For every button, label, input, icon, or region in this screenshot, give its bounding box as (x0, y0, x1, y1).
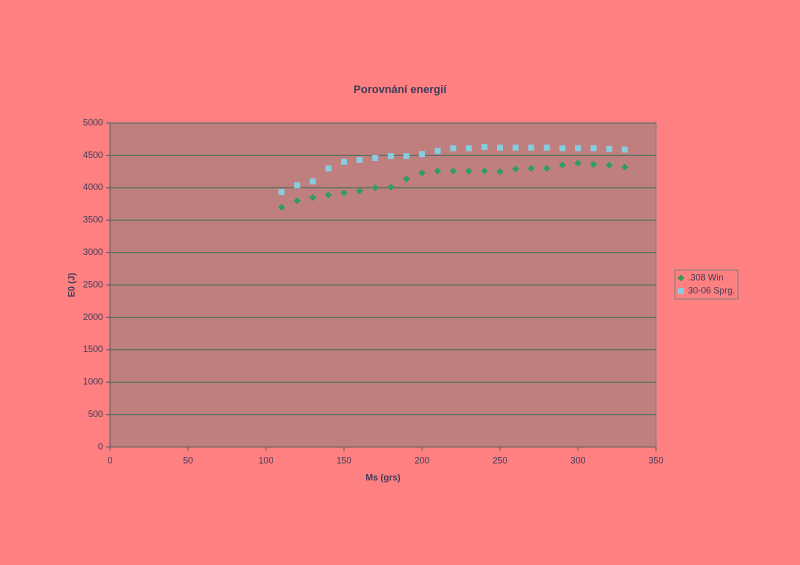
point (371, 184, 379, 192)
point (356, 156, 363, 163)
point (543, 144, 550, 151)
point (512, 144, 519, 151)
y-tick-label: 2500 (83, 279, 103, 289)
y-axis-title: E0 (J) (66, 273, 76, 298)
point (558, 161, 566, 169)
x-tick-label: 300 (570, 455, 585, 465)
point (309, 178, 316, 185)
point (387, 153, 394, 160)
point (341, 158, 347, 165)
legend-box (674, 269, 739, 300)
point (528, 144, 535, 151)
y-tick-label: 5000 (83, 117, 103, 127)
y-tick-label: 3000 (83, 247, 103, 257)
point (325, 165, 332, 172)
point (293, 197, 301, 205)
point (450, 145, 457, 152)
point (512, 165, 520, 173)
x-tick-label: 0 (107, 455, 112, 465)
x-tick-label: 100 (258, 455, 273, 465)
point (387, 183, 395, 191)
point (309, 194, 317, 202)
point (434, 147, 441, 154)
point (621, 146, 628, 153)
legend-label: 30-06 Sprg. (688, 285, 735, 295)
y-tick-label: 0 (98, 441, 103, 451)
y-tick-label: 1000 (83, 377, 103, 387)
point (403, 153, 410, 160)
point (294, 182, 301, 189)
point (590, 145, 597, 152)
point (496, 168, 504, 176)
point (590, 160, 598, 168)
point (434, 167, 442, 175)
legend-marker (677, 274, 685, 282)
y-tick-label: 1500 (83, 344, 103, 354)
x-tick-label: 150 (336, 455, 351, 465)
point (497, 144, 503, 151)
point (449, 167, 457, 175)
y-tick-label: 4500 (83, 150, 103, 160)
point (418, 169, 426, 177)
point (372, 154, 379, 161)
point (543, 164, 551, 172)
point (419, 151, 425, 158)
y-tick-label: 3500 (83, 215, 103, 225)
point (575, 145, 581, 152)
chart-title: Porovnání energií (354, 84, 448, 96)
legend-label: .308 Win (688, 272, 724, 282)
point (465, 167, 473, 175)
point (559, 145, 566, 152)
x-axis-title: Ms (grs) (365, 472, 400, 482)
point (621, 163, 629, 171)
point (606, 145, 613, 152)
x-tick-label: 250 (492, 455, 507, 465)
y-tick-label: 2000 (83, 312, 103, 322)
point (605, 161, 613, 169)
point (481, 143, 488, 150)
y-tick-label: 4000 (83, 182, 103, 192)
point (324, 191, 332, 199)
point (465, 145, 472, 152)
point (402, 175, 410, 183)
legend-marker (678, 288, 684, 294)
point (527, 164, 535, 172)
point (278, 203, 286, 211)
point (340, 189, 348, 197)
point (480, 167, 488, 175)
x-tick-label: 50 (183, 455, 193, 465)
point (278, 189, 285, 196)
x-tick-label: 200 (414, 455, 429, 465)
point (574, 159, 582, 167)
x-tick-label: 350 (648, 455, 663, 465)
y-tick-label: 500 (88, 409, 103, 419)
point (356, 187, 364, 195)
